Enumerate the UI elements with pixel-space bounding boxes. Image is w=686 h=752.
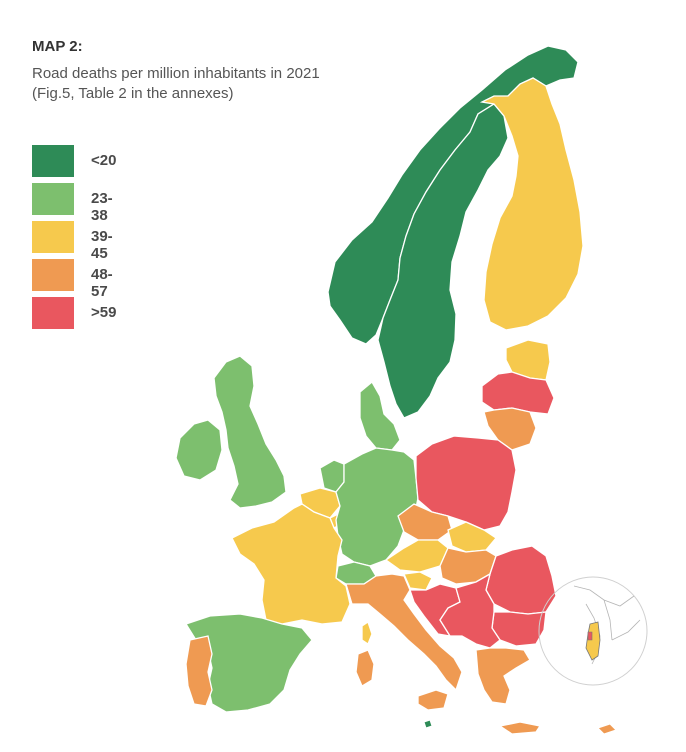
country-france: [231, 503, 351, 625]
inset-map: [538, 576, 648, 686]
country-poland: [415, 435, 517, 531]
country-denmark: [359, 381, 401, 451]
country-cyprus: [597, 723, 617, 735]
island-crete: [498, 721, 542, 735]
inset-region-highlight: [585, 621, 601, 661]
legend-swatch-48-57: [32, 259, 74, 291]
country-latvia: [481, 371, 555, 415]
country-slovenia: [403, 571, 433, 591]
legend-swatch-23-38: [32, 183, 74, 215]
inset-circle: [538, 576, 648, 686]
country-romania: [485, 545, 557, 615]
country-finland: [479, 77, 584, 331]
country-sweden: [377, 103, 509, 419]
country-lithuania: [483, 407, 537, 451]
legend-label-48-57: 48-57: [91, 266, 113, 300]
legend-swatch-lt20: [32, 145, 74, 177]
island-corsica: [361, 620, 373, 645]
legend-swatch-gt59: [32, 297, 74, 329]
island-sicily: [417, 689, 449, 711]
country-bulgaria: [491, 611, 547, 647]
country-spain: [185, 613, 313, 713]
inset-outline: [573, 585, 641, 665]
country-italy: [345, 573, 463, 692]
country-portugal: [185, 635, 213, 707]
map-title: MAP 2:: [32, 38, 83, 55]
legend-label-39-45: 39-45: [91, 228, 113, 262]
country-malta: [423, 719, 433, 729]
map-subtitle: Road deaths per million inhabitants in 2…: [32, 65, 320, 102]
region-western-balkans: [439, 572, 501, 649]
legend-label-gt59: >59: [91, 304, 117, 321]
country-germany: [335, 447, 419, 567]
legend-label-lt20: <20: [91, 152, 117, 169]
country-slovakia: [447, 521, 497, 553]
inset-region-red: [587, 631, 593, 641]
country-united-kingdom: [213, 355, 287, 509]
country-ireland: [175, 419, 223, 481]
island-sardinia: [355, 649, 375, 687]
legend-label-23-38: 23-38: [91, 190, 113, 224]
country-greece: [475, 647, 531, 705]
legend-swatch-39-45: [32, 221, 74, 253]
